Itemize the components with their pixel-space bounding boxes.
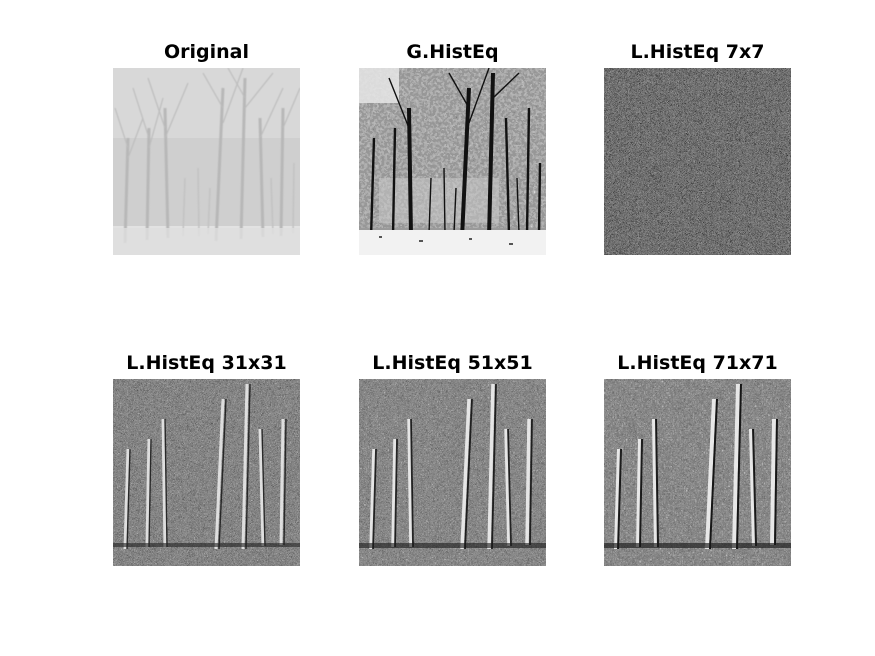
snow-forest-local-histeq-51x51-image xyxy=(359,379,546,566)
snow-forest-original-image xyxy=(113,68,300,255)
panel-title: L.HistEq 51x51 xyxy=(372,352,533,374)
snow-forest-global-histeq-image xyxy=(359,68,546,255)
snow-forest-local-histeq-7x7-image xyxy=(604,68,791,255)
panel-title: G.HistEq xyxy=(406,41,499,63)
panel-title: L.HistEq 71x71 xyxy=(617,352,778,374)
snow-forest-local-histeq-71x71-image xyxy=(604,379,791,566)
panel-title: L.HistEq 7x7 xyxy=(630,41,765,63)
panel-title: Original xyxy=(163,41,249,63)
snow-forest-local-histeq-31x31-image xyxy=(113,379,300,566)
panel-title: L.HistEq 31x31 xyxy=(126,352,287,374)
